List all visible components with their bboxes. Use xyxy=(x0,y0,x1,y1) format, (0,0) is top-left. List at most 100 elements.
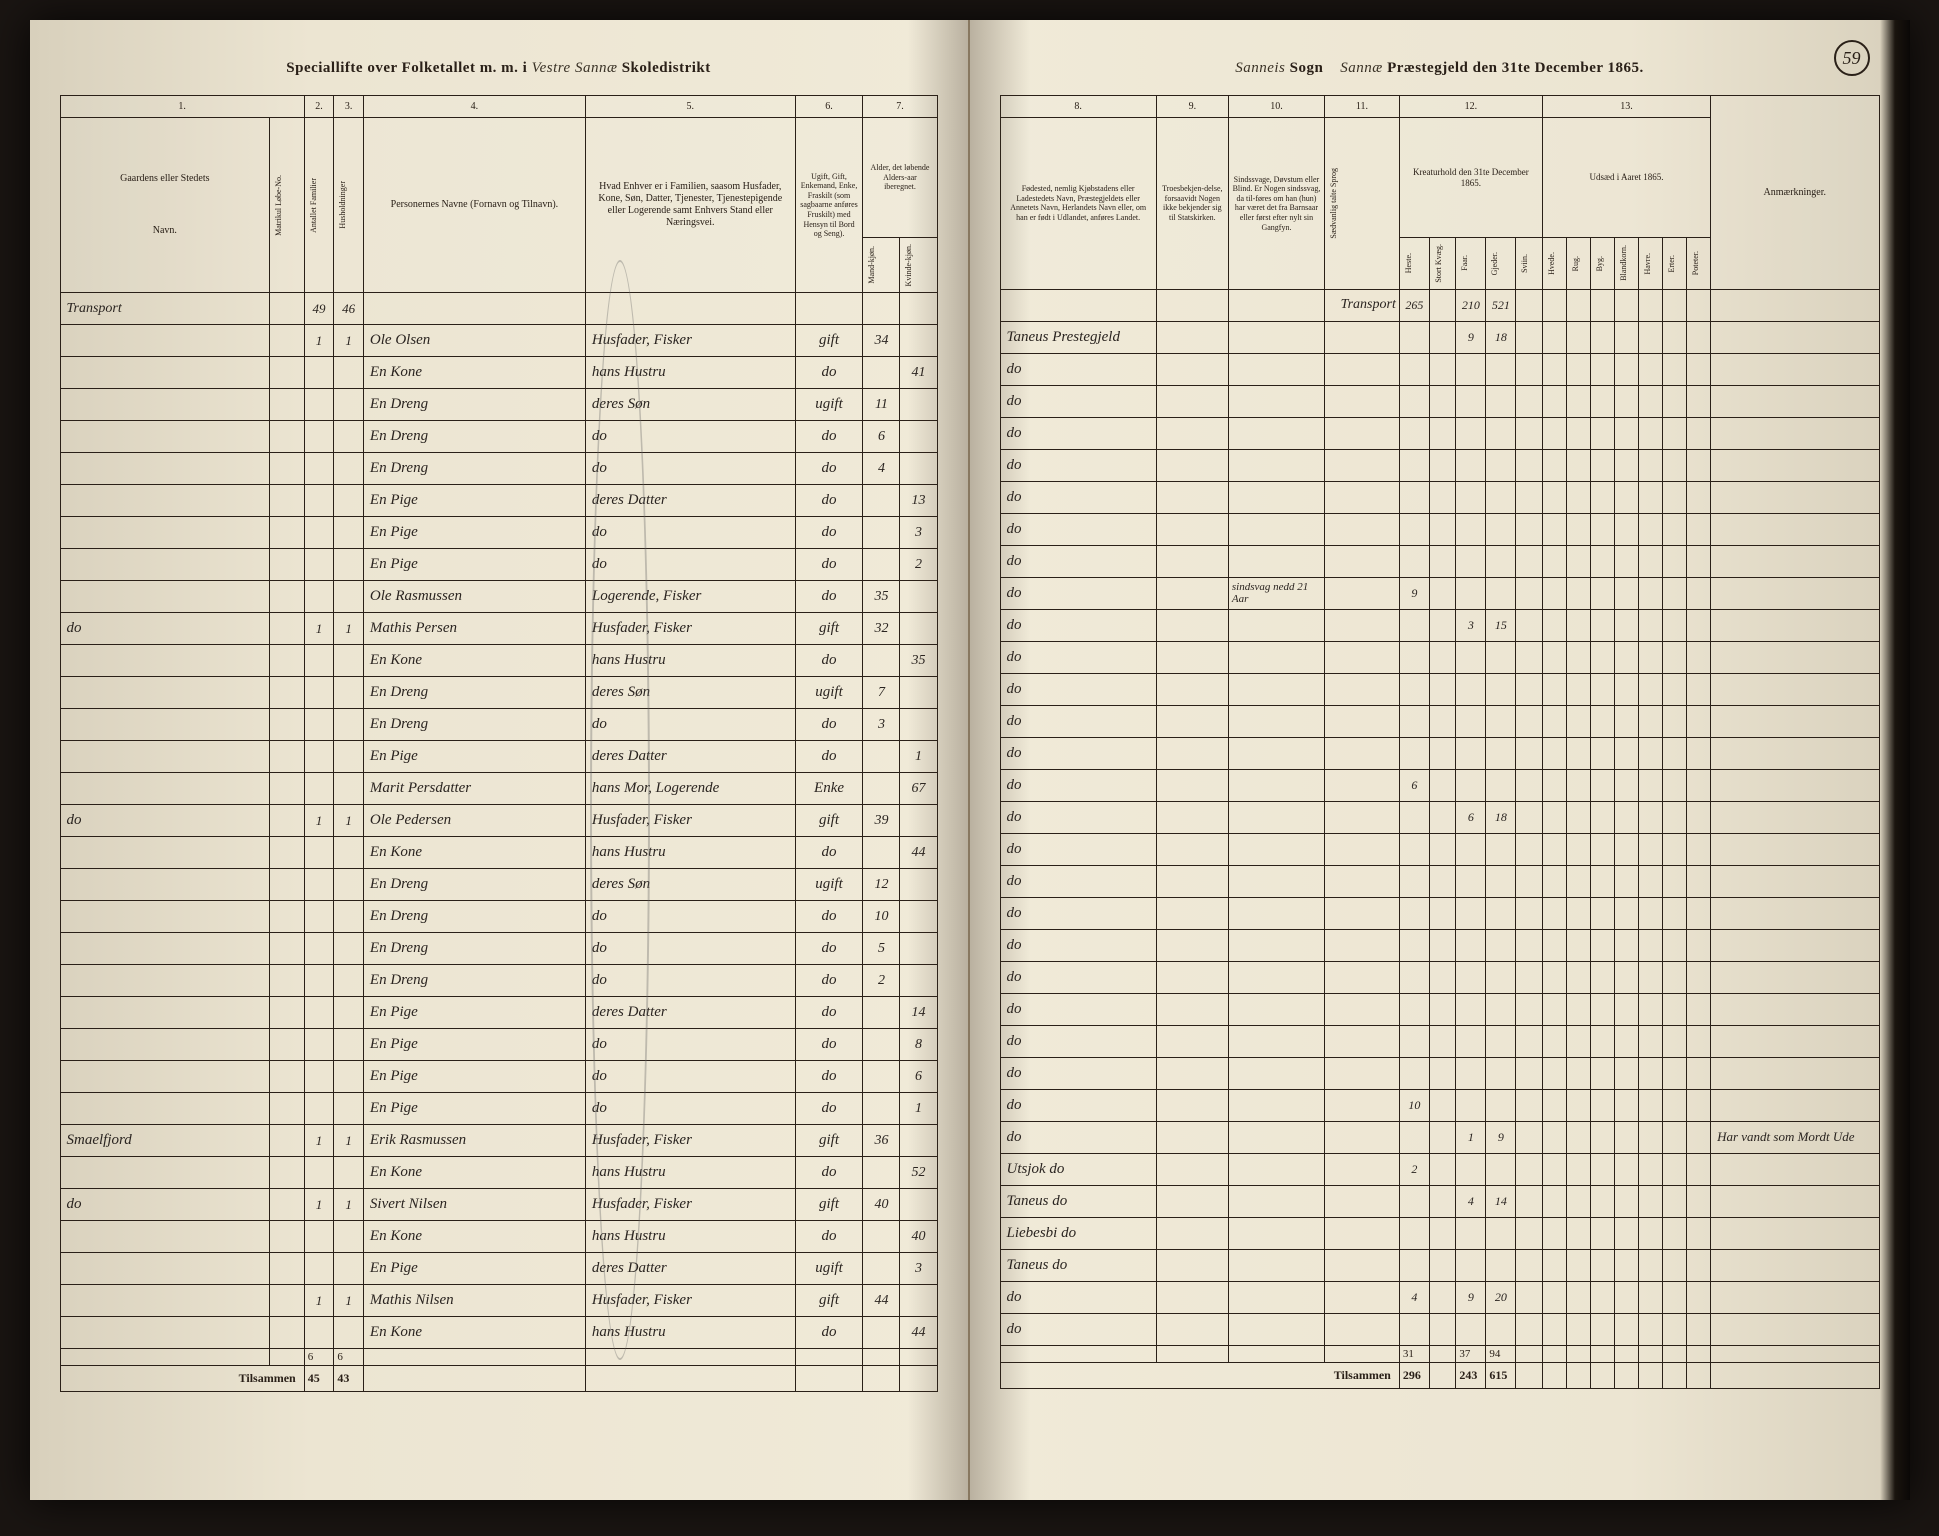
cell-person: En Dreng xyxy=(363,421,585,453)
cell-sted: Taneus do xyxy=(1000,1185,1156,1217)
cell-mand: 40 xyxy=(863,1189,900,1221)
cell-g xyxy=(1486,385,1516,417)
cell-matr xyxy=(270,1317,305,1349)
cell-kvinde xyxy=(900,453,937,485)
cell-person: En Pige xyxy=(363,549,585,581)
cell-sinds xyxy=(1228,321,1324,353)
table-row: dosindsvag nedd 21 Aar9 xyxy=(1000,577,1879,609)
cell-person: En Dreng xyxy=(363,869,585,901)
cell-gaard: do xyxy=(60,613,270,645)
cell-matr xyxy=(270,773,305,805)
col10-num: 10. xyxy=(1228,96,1324,118)
right-table-header: 8. 9. 10. 11. 12. 13. Anmærkninger. Føde… xyxy=(1000,96,1879,290)
cell-gaard xyxy=(60,901,270,933)
cell-matr xyxy=(270,357,305,389)
cell-matr xyxy=(270,645,305,677)
cell-tros xyxy=(1156,481,1228,513)
cell-f xyxy=(1456,929,1486,961)
cell-rolle: deres Søn xyxy=(585,389,795,421)
cell-sinds xyxy=(1228,1281,1324,1313)
cell-s xyxy=(1429,417,1455,449)
cell-sted: do xyxy=(1000,545,1156,577)
cell-remarks xyxy=(1711,801,1879,833)
cell-sprog xyxy=(1325,705,1400,737)
cell-hush xyxy=(334,645,364,677)
cell-sprog xyxy=(1325,1185,1400,1217)
cell-remarks xyxy=(1711,1313,1879,1345)
cell-remarks xyxy=(1711,417,1879,449)
col-havre: Havre. xyxy=(1642,249,1653,279)
cell-f xyxy=(1456,481,1486,513)
left-page-header: Speciallifte over Folketallet m. m. i Ve… xyxy=(60,60,938,77)
col-rug: Rug. xyxy=(1570,252,1581,275)
cell-s xyxy=(1429,801,1455,833)
cell-h: 10 xyxy=(1399,1089,1429,1121)
cell-mand xyxy=(863,549,900,581)
cell-fam: 1 xyxy=(304,325,334,357)
cell-matr xyxy=(270,389,305,421)
cell-kvinde: 14 xyxy=(900,997,937,1029)
cell-sprog xyxy=(1325,1313,1400,1345)
cell-tros xyxy=(1156,993,1228,1025)
cell-sted: do xyxy=(1000,353,1156,385)
cell-rolle: deres Søn xyxy=(585,677,795,709)
cell-sinds xyxy=(1228,1089,1324,1121)
cell-remarks xyxy=(1711,609,1879,641)
cell-sted: do xyxy=(1000,1089,1156,1121)
table-row: En Konehans Hustrudo40 xyxy=(60,1221,937,1253)
cell-f xyxy=(1456,353,1486,385)
cell-h xyxy=(1399,481,1429,513)
cell-kvinde: 35 xyxy=(900,645,937,677)
cell-f xyxy=(1456,641,1486,673)
col-poteter: Poteter. xyxy=(1690,247,1701,279)
cell-sted: do xyxy=(1000,1281,1156,1313)
tls-v3: 243 xyxy=(1456,1362,1486,1388)
cell-hush xyxy=(334,357,364,389)
cell-mand xyxy=(863,1157,900,1189)
table-row: En Pigedodo6 xyxy=(60,1061,937,1093)
cell-hush xyxy=(334,485,364,517)
cell-person: En Pige xyxy=(363,1061,585,1093)
transport-c2: 49 xyxy=(304,293,334,325)
cell-tros xyxy=(1156,1313,1228,1345)
cell-sprog xyxy=(1325,385,1400,417)
cell-civil: gift xyxy=(795,1125,863,1157)
cell-person: En Kone xyxy=(363,837,585,869)
cell-kvinde xyxy=(900,613,937,645)
cell-sinds xyxy=(1228,385,1324,417)
tls-v4: 615 xyxy=(1486,1362,1516,1388)
cell-s xyxy=(1429,737,1455,769)
cell-sinds xyxy=(1228,769,1324,801)
cell-fam xyxy=(304,357,334,389)
cell-g xyxy=(1486,1057,1516,1089)
cell-fam xyxy=(304,773,334,805)
cell-fam: 1 xyxy=(304,1285,334,1317)
cell-sted: Utsjok do xyxy=(1000,1153,1156,1185)
cell-civil: do xyxy=(795,1221,863,1253)
cell-person: En Dreng xyxy=(363,933,585,965)
cell-kvinde: 44 xyxy=(900,837,937,869)
cell-f: 3 xyxy=(1456,609,1486,641)
table-row: do19Har vandt som Mordt Ude xyxy=(1000,1121,1879,1153)
cell-sinds: sindsvag nedd 21 Aar xyxy=(1228,577,1324,609)
cell-g xyxy=(1486,705,1516,737)
cell-mand: 11 xyxy=(863,389,900,421)
cell-civil: gift xyxy=(795,613,863,645)
left-table-header: 1. 2. 3. 4. 5. 6. 7. Gaardens eller Sted… xyxy=(60,96,937,293)
cell-gaard xyxy=(60,1317,270,1349)
cell-h xyxy=(1399,1121,1429,1153)
cell-kvinde: 6 xyxy=(900,1061,937,1093)
cell-sprog xyxy=(1325,961,1400,993)
tilsammen-label-r: Tilsammen xyxy=(1000,1362,1399,1388)
cell-tros xyxy=(1156,801,1228,833)
cell-rolle: hans Hustru xyxy=(585,1317,795,1349)
cell-tros xyxy=(1156,705,1228,737)
cell-gaard: do xyxy=(60,805,270,837)
table-row: En Pigedodo1 xyxy=(60,1093,937,1125)
cell-remarks xyxy=(1711,993,1879,1025)
cell-h xyxy=(1399,897,1429,929)
cell-kvinde: 3 xyxy=(900,1253,937,1285)
right-page-header: Sanneis Sogn Sannæ Præstegjeld den 31te … xyxy=(1000,60,1880,77)
cell-sted: do xyxy=(1000,1025,1156,1057)
cell-kvinde xyxy=(900,1125,937,1157)
